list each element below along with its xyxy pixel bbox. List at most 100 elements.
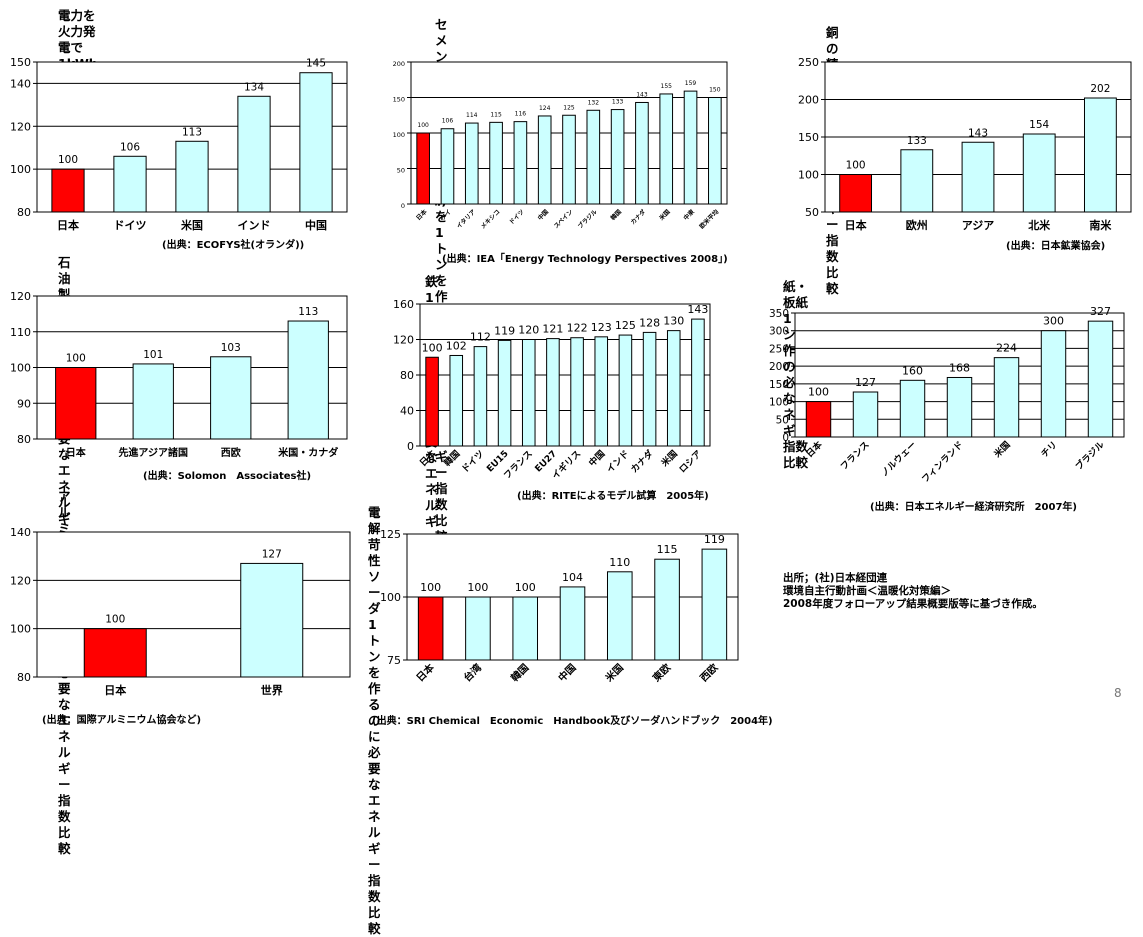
- data-label: 113: [182, 126, 202, 138]
- bar: [440, 128, 455, 205]
- bar-chart-soda: 75 100 125 100 日本 100 台湾 100 韓国 104 中国 110 米国 115 東欧 11…: [380, 528, 739, 684]
- data-label: 160: [902, 364, 923, 377]
- bar: [852, 391, 879, 438]
- bar: [416, 132, 430, 205]
- data-label: 115: [657, 543, 678, 556]
- bar: [805, 401, 832, 438]
- y-tick-label: 80: [400, 369, 414, 382]
- data-label: 130: [663, 315, 684, 328]
- bar: [51, 168, 85, 213]
- bar: [512, 596, 539, 661]
- category-label: 日本: [57, 218, 79, 232]
- page-number: 8: [1114, 686, 1122, 700]
- category-label: 日本: [413, 660, 437, 684]
- bar: [610, 109, 625, 205]
- category-label: 日本: [845, 218, 867, 232]
- y-tick-label: 40: [400, 405, 414, 418]
- data-label: 143: [687, 303, 708, 316]
- data-label: 110: [609, 556, 630, 569]
- bar: [1040, 330, 1067, 438]
- bar: [465, 596, 491, 661]
- data-label: 115: [490, 111, 502, 118]
- data-label: 100: [515, 581, 536, 594]
- category-label: 中国: [305, 218, 327, 232]
- category-label: インド: [238, 219, 271, 232]
- y-tick-label: 100: [10, 362, 31, 375]
- category-label: 世界: [261, 683, 283, 697]
- y-tick-label: 120: [10, 574, 31, 587]
- data-label: 127: [262, 548, 282, 560]
- chart-source: (出典：ECOFYS社(オランダ)): [162, 240, 305, 251]
- y-tick-label: 50: [397, 167, 405, 175]
- bar-chart-cement: 050100150200100日本106タイ114イタリア115メキシコ116ド…: [393, 60, 728, 230]
- data-label: 114: [466, 112, 478, 119]
- data-label: 104: [562, 571, 583, 584]
- data-label: 120: [518, 324, 539, 337]
- y-tick-label: 100: [380, 591, 401, 604]
- y-tick-label: 140: [10, 77, 31, 90]
- y-tick-label: 160: [393, 298, 414, 311]
- y-tick-label: 0: [782, 432, 789, 444]
- bar: [562, 114, 576, 205]
- chart-source: (出典：IEA「Energy Technology Perspectives 2…: [442, 254, 728, 265]
- bar: [618, 334, 633, 447]
- data-label: 127: [855, 376, 876, 389]
- y-tick-label: 140: [10, 526, 31, 539]
- footer-line: 出所；(社)日本経団連: [783, 572, 888, 584]
- bar: [287, 320, 329, 440]
- data-label: 168: [949, 361, 970, 374]
- data-label: 119: [494, 324, 515, 337]
- data-label: 123: [591, 321, 612, 334]
- data-label: 102: [446, 339, 467, 352]
- data-label: 103: [221, 342, 241, 354]
- y-tick-label: 80: [17, 433, 31, 446]
- category-label: ドイツ: [114, 219, 147, 232]
- data-label: 125: [563, 104, 575, 111]
- category-label: 米国: [180, 218, 203, 232]
- y-tick-label: 100: [798, 169, 819, 182]
- data-label: 106: [442, 118, 454, 125]
- bar: [513, 121, 528, 205]
- category-label: 先進アジア諸国: [118, 446, 188, 459]
- bar: [521, 339, 536, 447]
- bar-chart-copper: 50 100 150 200 250 100 日本 133 欧州 143 アジア 154 北米 202 南米: [798, 56, 1132, 232]
- bar-chart-aluminium: 80 100 120 140 100 日本 127 世界: [10, 526, 351, 697]
- data-label: 100: [846, 160, 866, 172]
- bar: [708, 97, 722, 205]
- y-tick-label: 100: [10, 163, 31, 176]
- category-label: 米国: [603, 661, 626, 684]
- y-tick-label: 150: [393, 96, 405, 104]
- bar: [946, 376, 973, 438]
- bar: [497, 339, 512, 447]
- y-tick-label: 200: [769, 361, 789, 373]
- bar: [464, 122, 479, 205]
- y-tick-label: 80: [17, 671, 31, 684]
- y-tick-label: 200: [393, 60, 405, 68]
- category-label: アジア: [962, 219, 995, 232]
- bar: [594, 336, 609, 447]
- data-label: 106: [120, 141, 140, 153]
- bar-chart-petroleum: 80 90 100 110 120 100 日本 101 先進アジア諸国 103 西欧 113 米国・カ…: [10, 290, 348, 459]
- data-label: 134: [244, 81, 264, 93]
- y-tick-label: 90: [17, 397, 31, 410]
- y-tick-label: 50: [805, 206, 819, 219]
- y-tick-label: 350: [769, 308, 789, 320]
- bar: [1083, 97, 1117, 213]
- y-tick-label: 0: [407, 440, 414, 453]
- data-label: 100: [467, 581, 488, 594]
- bar: [537, 115, 552, 205]
- data-label: 143: [968, 127, 988, 139]
- data-label: 100: [420, 581, 441, 594]
- data-label: 121: [542, 323, 563, 336]
- data-label: 133: [907, 135, 927, 147]
- data-label: 100: [422, 341, 443, 354]
- category-label: 欧州: [906, 218, 928, 232]
- bar: [993, 357, 1020, 438]
- chart-source: (出典：Solomon Associates社): [143, 471, 312, 482]
- y-tick-label: 250: [798, 56, 819, 69]
- bar: [642, 331, 657, 447]
- data-label: 159: [685, 80, 697, 87]
- data-label: 101: [143, 349, 163, 361]
- bar: [546, 338, 560, 447]
- y-tick-label: 300: [769, 326, 789, 338]
